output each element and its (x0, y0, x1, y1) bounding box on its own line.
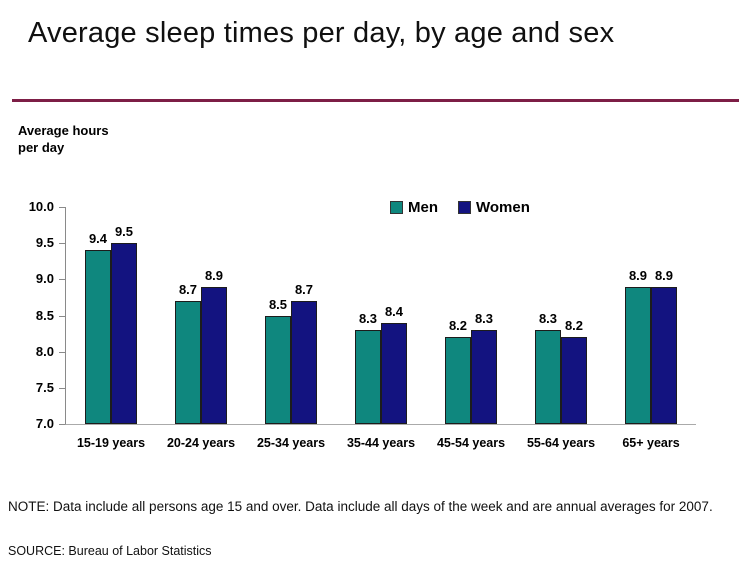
chart-legend: Men Women (390, 199, 530, 216)
y-tick-mark-8.5 (59, 315, 65, 317)
bar-women-65-years (651, 286, 677, 424)
legend-item-women: Women (458, 199, 530, 216)
title-underline-rule (12, 99, 739, 102)
value-label-men-45-54-years: 8.2 (448, 318, 468, 334)
bar-women-45-54-years (471, 329, 497, 424)
value-label-men-35-44-years: 8.3 (358, 310, 378, 326)
bar-men-25-34-years (265, 315, 291, 424)
bar-women-20-24-years (201, 286, 227, 424)
y-tick-mark-7.0 (59, 424, 65, 425)
y-tick-label-7.5: 7.5 (35, 379, 54, 395)
y-tick-mark-8.0 (59, 351, 65, 353)
value-label-men-65-years: 8.9 (628, 267, 648, 283)
value-label-women-20-24-years: 8.9 (204, 267, 224, 283)
legend-label-women: Women (476, 199, 530, 216)
legend-swatch-men (390, 201, 403, 214)
x-category-label-65-years: 65+ years (622, 436, 680, 450)
y-tick-mark-9.5 (59, 243, 65, 245)
x-category-label-25-34-years: 25-34 years (256, 436, 326, 450)
value-label-women-55-64-years: 8.2 (564, 318, 584, 334)
bar-men-45-54-years (445, 337, 471, 424)
y-tick-label-9.0: 9.0 (35, 271, 54, 287)
y-axis-title-line1: Average hours (18, 123, 109, 138)
x-category-label-45-54-years: 45-54 years (436, 436, 506, 450)
value-label-women-15-19-years: 9.5 (114, 224, 134, 240)
bar-women-25-34-years (291, 301, 317, 424)
bar-men-65-years (625, 286, 651, 424)
chart-title: Average sleep times per day, by age and … (28, 17, 615, 49)
y-tick-label-8.0: 8.0 (35, 343, 54, 359)
y-tick-mark-9.0 (59, 279, 65, 281)
x-category-label-55-64-years: 55-64 years (526, 436, 596, 450)
plot-area: 10.0 9.5 9.0 8.5 8.0 7.5 7.0 9.4 9.5 15-19 years 8… (29, 199, 696, 450)
legend-swatch-women (458, 201, 471, 214)
value-label-men-55-64-years: 8.3 (538, 310, 558, 326)
value-label-women-65-years: 8.9 (654, 267, 674, 283)
value-label-women-35-44-years: 8.4 (384, 303, 404, 319)
value-label-women-45-54-years: 8.3 (474, 310, 494, 326)
value-label-men-15-19-years: 9.4 (88, 231, 108, 247)
bar-men-20-24-years (175, 301, 201, 424)
note-text: NOTE: Data include all persons age 15 an… (8, 499, 713, 514)
y-tick-mark-10.0 (59, 207, 65, 208)
legend-label-men: Men (408, 199, 438, 216)
y-axis-title-line2: per day (18, 140, 65, 155)
bar-men-55-64-years (535, 329, 561, 424)
bar-women-35-44-years (381, 322, 407, 424)
legend-item-men: Men (390, 199, 438, 216)
bar-women-15-19-years (111, 243, 137, 424)
y-tick-label-8.5: 8.5 (35, 307, 54, 323)
y-tick-mark-7.5 (59, 387, 65, 389)
bar-men-15-19-years (85, 250, 111, 424)
y-tick-label-9.5: 9.5 (35, 235, 54, 251)
value-label-men-25-34-years: 8.5 (268, 296, 288, 312)
y-axis-title: Average hours per day (18, 122, 109, 156)
x-category-label-15-19-years: 15-19 years (76, 436, 146, 450)
y-tick-label-7.0: 7.0 (35, 416, 54, 431)
bar-men-35-44-years (355, 329, 381, 424)
x-category-label-35-44-years: 35-44 years (346, 436, 416, 450)
source-text: SOURCE: Bureau of Labor Statistics (8, 544, 212, 558)
bar-women-55-64-years (561, 337, 587, 424)
value-label-women-25-34-years: 8.7 (294, 282, 314, 298)
y-tick-label-10.0: 10.0 (28, 199, 54, 214)
x-category-label-20-24-years: 20-24 years (166, 436, 236, 450)
value-label-men-20-24-years: 8.7 (178, 282, 198, 298)
